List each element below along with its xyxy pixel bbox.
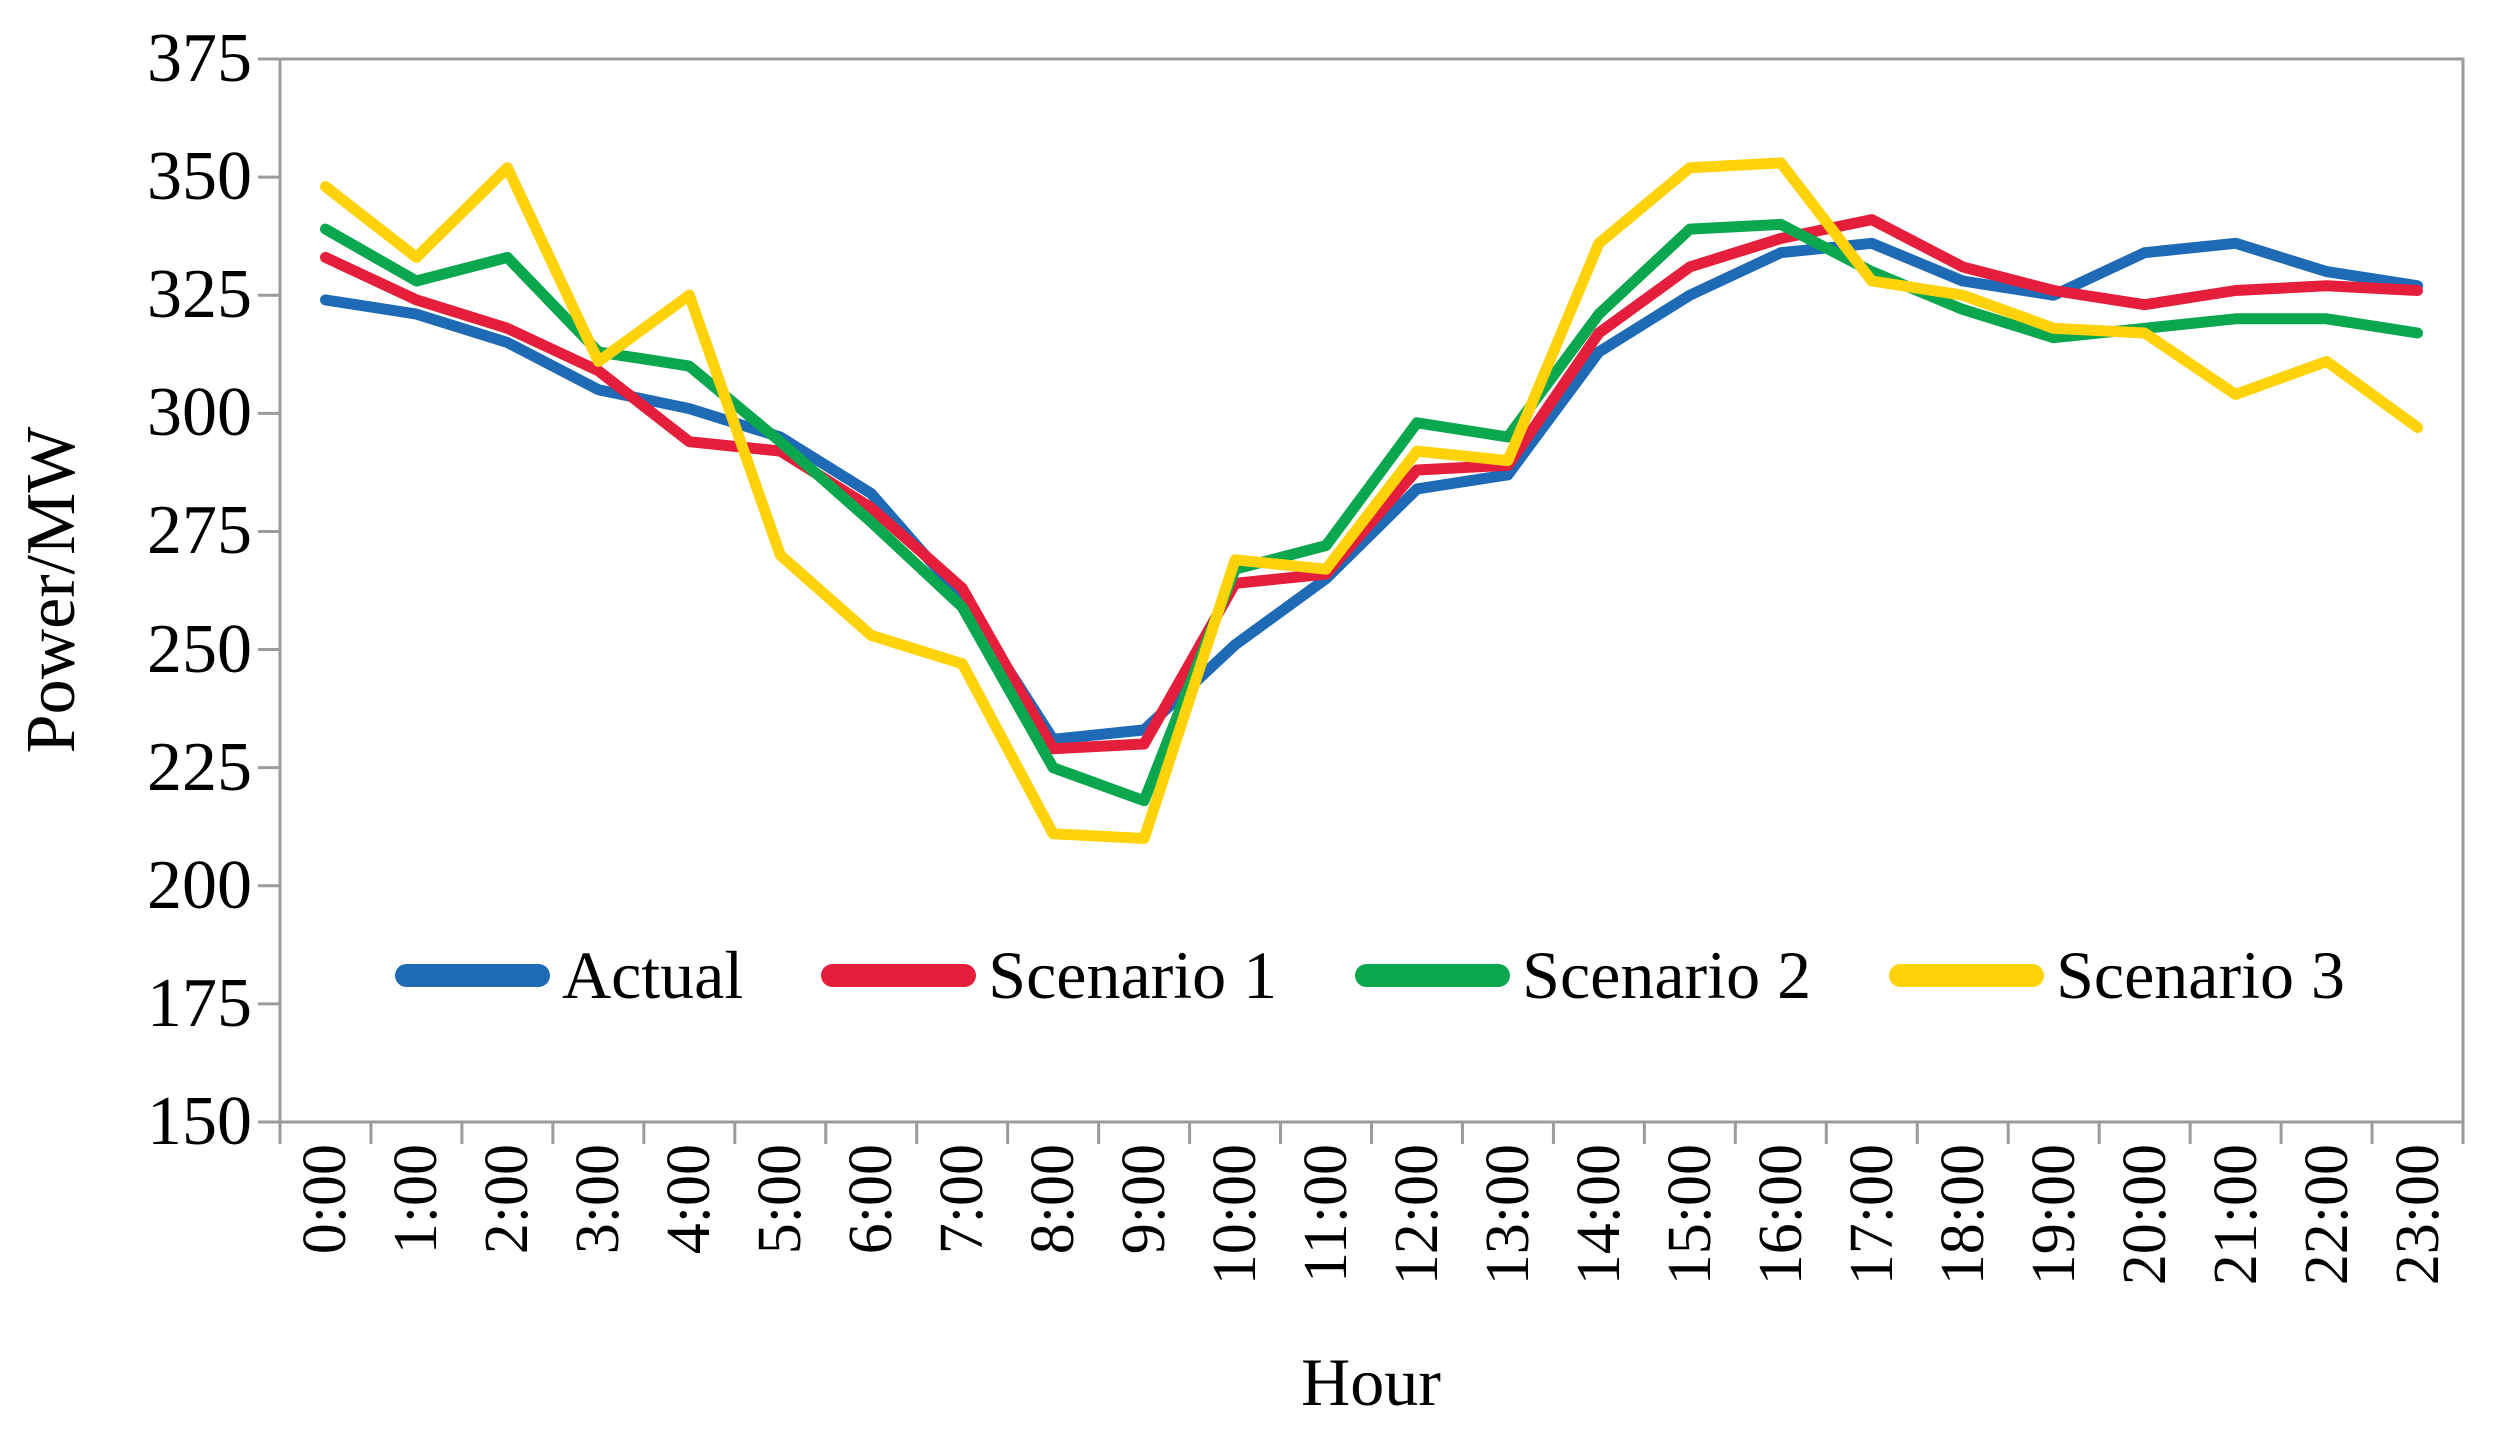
legend-label: Scenario 1 bbox=[988, 937, 1278, 1013]
x-tick-label-4-00: 4:00 bbox=[655, 1144, 724, 1255]
chart-legend: Actual Scenario 1 Scenario 2 Scenario 3 bbox=[395, 936, 2345, 1014]
x-tick-label-23-00: 23:00 bbox=[2383, 1144, 2452, 1286]
legend-item-actual: Actual bbox=[395, 936, 743, 1014]
x-tick-label-16-00: 16:00 bbox=[1746, 1144, 1815, 1286]
x-tick-label-1-00: 1:00 bbox=[382, 1144, 451, 1255]
x-tick-label-7-00: 7:00 bbox=[928, 1144, 997, 1255]
series-line-scenario-1 bbox=[320, 214, 2423, 755]
x-tick-label-13-00: 13:00 bbox=[1473, 1144, 1542, 1286]
x-axis-title: Hour bbox=[1301, 1344, 1441, 1420]
legend-line-icon bbox=[1889, 963, 2045, 987]
legend-label: Scenario 2 bbox=[1522, 937, 1812, 1013]
legend-item-scenario-3: Scenario 3 bbox=[1889, 936, 2345, 1014]
x-tick-label-2-00: 2:00 bbox=[473, 1144, 542, 1255]
x-tick-label-0-00: 0:00 bbox=[291, 1144, 360, 1255]
series-line-scenario-3 bbox=[320, 157, 2423, 844]
legend-label: Actual bbox=[562, 937, 744, 1013]
x-tick-label-9-00: 9:00 bbox=[1110, 1144, 1179, 1255]
legend-label: Scenario 3 bbox=[2056, 937, 2345, 1013]
series-line-scenario-2 bbox=[320, 218, 2423, 807]
legend-line-icon bbox=[395, 963, 550, 987]
y-tick-label-150: 150 bbox=[147, 1083, 252, 1160]
y-tick-label-225: 225 bbox=[147, 728, 252, 806]
x-tick-label-18-00: 18:00 bbox=[1928, 1144, 1997, 1286]
y-tick-label-350: 350 bbox=[147, 138, 252, 216]
legend-line-icon bbox=[1355, 963, 1511, 987]
x-tick-label-14-00: 14:00 bbox=[1564, 1144, 1633, 1286]
y-tick-label-200: 200 bbox=[147, 846, 252, 924]
legend-item-scenario-2: Scenario 2 bbox=[1355, 936, 1811, 1014]
y-tick-label-275: 275 bbox=[147, 492, 252, 570]
y-axis-title: Power/MW bbox=[13, 426, 90, 754]
x-tick-label-11-00: 11:00 bbox=[1292, 1144, 1361, 1283]
y-tick-label-325: 325 bbox=[147, 256, 252, 334]
x-tick-label-21-00: 21:00 bbox=[2201, 1144, 2270, 1286]
x-tick-label-22-00: 22:00 bbox=[2292, 1144, 2361, 1286]
legend-item-scenario-1: Scenario 1 bbox=[821, 936, 1277, 1014]
x-tick-label-20-00: 20:00 bbox=[2110, 1144, 2179, 1286]
x-tick-label-10-00: 10:00 bbox=[1201, 1144, 1270, 1286]
y-tick-label-250: 250 bbox=[147, 610, 252, 688]
x-tick-label-5-00: 5:00 bbox=[746, 1144, 815, 1255]
x-tick-label-17-00: 17:00 bbox=[1837, 1144, 1906, 1286]
x-tick-label-3-00: 3:00 bbox=[564, 1144, 633, 1255]
x-tick-label-19-00: 19:00 bbox=[2019, 1144, 2088, 1286]
y-tick-label-375: 375 bbox=[147, 20, 252, 97]
x-tick-label-8-00: 8:00 bbox=[1019, 1144, 1088, 1255]
y-tick-label-175: 175 bbox=[147, 964, 252, 1042]
x-tick-label-12-00: 12:00 bbox=[1382, 1144, 1451, 1286]
legend-line-icon bbox=[821, 963, 977, 987]
y-tick-label-300: 300 bbox=[147, 374, 252, 452]
x-tick-label-6-00: 6:00 bbox=[837, 1144, 906, 1255]
x-tick-label-15-00: 15:00 bbox=[1655, 1144, 1724, 1286]
